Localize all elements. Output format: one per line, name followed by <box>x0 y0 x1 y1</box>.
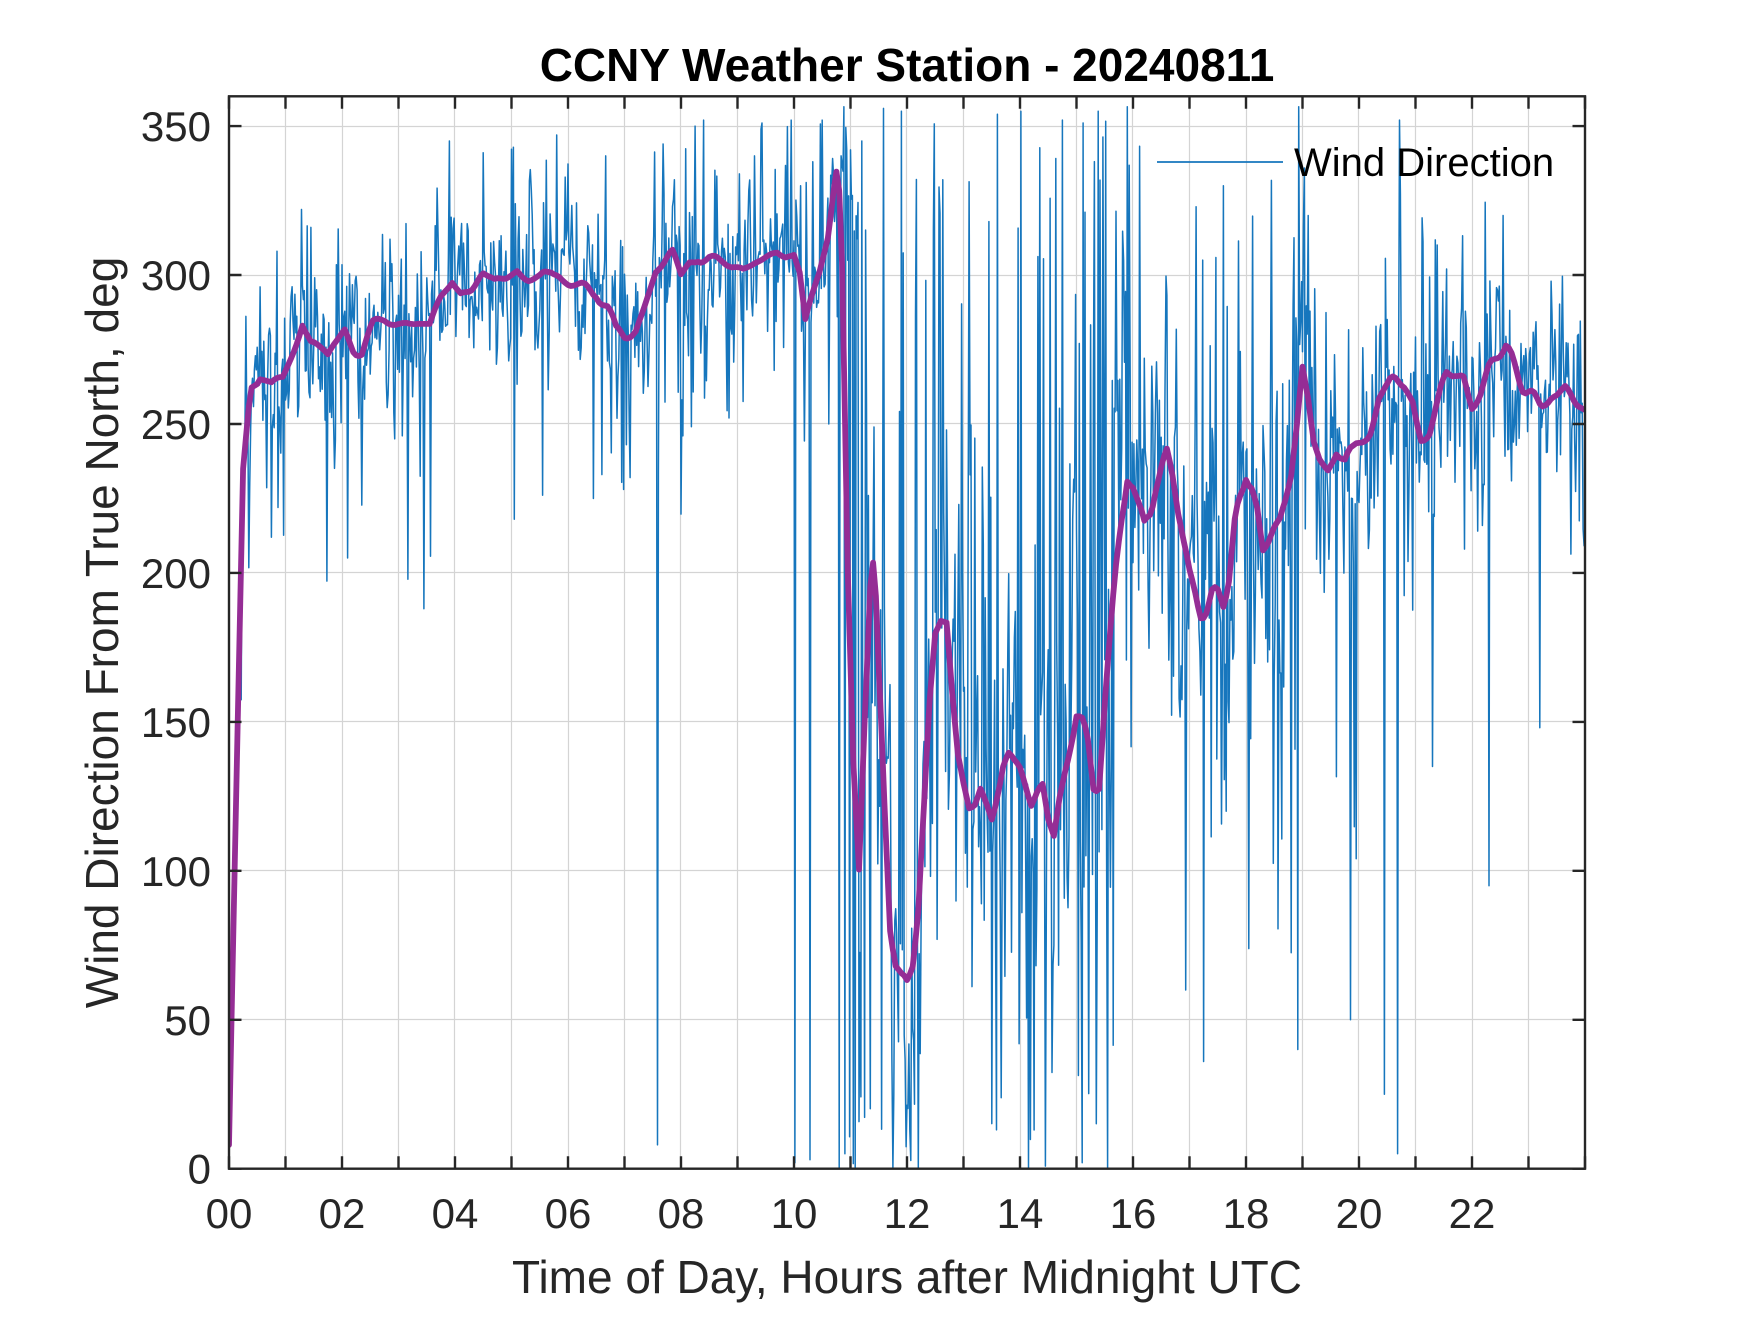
svg-text:18: 18 <box>1223 1190 1270 1237</box>
svg-text:350: 350 <box>141 103 211 150</box>
svg-text:16: 16 <box>1110 1190 1157 1237</box>
svg-text:250: 250 <box>141 401 211 448</box>
svg-text:300: 300 <box>141 252 211 299</box>
svg-text:Wind Direction From True North: Wind Direction From True North, deg <box>76 257 128 1009</box>
svg-text:02: 02 <box>319 1190 366 1237</box>
svg-text:12: 12 <box>884 1190 931 1237</box>
svg-text:150: 150 <box>141 699 211 746</box>
svg-text:14: 14 <box>997 1190 1044 1237</box>
svg-text:50: 50 <box>164 997 211 1044</box>
svg-text:22: 22 <box>1449 1190 1496 1237</box>
svg-text:Time of Day, Hours after Midni: Time of Day, Hours after Midnight UTC <box>512 1251 1302 1303</box>
svg-text:20: 20 <box>1336 1190 1383 1237</box>
svg-text:10: 10 <box>771 1190 818 1237</box>
svg-text:CCNY Weather Station - 2024081: CCNY Weather Station - 20240811 <box>540 39 1275 91</box>
svg-text:08: 08 <box>658 1190 705 1237</box>
svg-text:04: 04 <box>432 1190 479 1237</box>
svg-text:06: 06 <box>545 1190 592 1237</box>
svg-text:100: 100 <box>141 848 211 895</box>
svg-text:200: 200 <box>141 550 211 597</box>
svg-text:0: 0 <box>188 1146 211 1193</box>
svg-text:00: 00 <box>206 1190 253 1237</box>
svg-text:Wind Direction: Wind Direction <box>1294 141 1554 185</box>
